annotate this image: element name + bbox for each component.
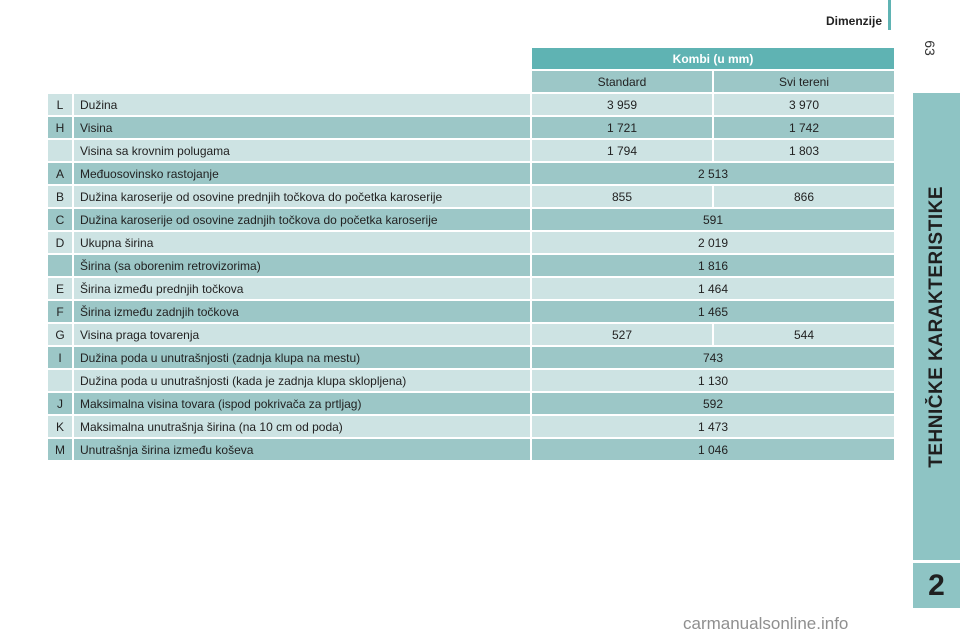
row-value: 3 970 [714, 94, 895, 115]
row-value: 527 [532, 324, 712, 345]
row-value: 544 [714, 324, 895, 345]
row-label: Dužina [74, 94, 530, 115]
row-value: 1 464 [532, 278, 895, 299]
row-code: H [48, 117, 72, 138]
column-header-all-terrain: Svi tereni [714, 71, 895, 92]
watermark: carmanualsonline.info [683, 614, 849, 633]
row-label: Međuosovinsko rastojanje [74, 163, 530, 184]
table-row: B Dužina karoserije od osovine prednjih t… [48, 186, 895, 207]
row-label: Maksimalna visina tovara (ispod pokrivač… [74, 393, 530, 414]
row-value: 1 130 [532, 370, 895, 391]
row-label: Visina [74, 117, 530, 138]
row-label: Širina (sa oborenim retrovizorima) [74, 255, 530, 276]
row-value: 1 803 [714, 140, 895, 161]
row-value: 1 046 [532, 439, 895, 460]
row-code: D [48, 232, 72, 253]
chapter-title: TEHNIČKE KARAKTERISTIKE [925, 185, 947, 468]
header-accent-bar [888, 0, 891, 30]
row-code: G [48, 324, 72, 345]
row-code: I [48, 347, 72, 368]
row-code [48, 370, 72, 391]
row-label: Širina između prednjih točkova [74, 278, 530, 299]
row-code: C [48, 209, 72, 230]
row-label: Visina praga tovarenja [74, 324, 530, 345]
table-row: Dužina poda u unutrašnjosti (kada je zad… [48, 370, 895, 391]
table-row: Širina (sa oborenim retrovizorima) 1 816 [48, 255, 895, 276]
row-label: Maksimalna unutrašnja širina (na 10 cm o… [74, 416, 530, 437]
row-code: K [48, 416, 72, 437]
row-value: 592 [532, 393, 895, 414]
table-row: K Maksimalna unutrašnja širina (na 10 cm … [48, 416, 895, 437]
table-row: L Dužina 3 959 3 970 [48, 94, 895, 115]
dimensions-table: Kombi (u mm) Standard Svi tereni L Dužina… [46, 46, 896, 462]
row-value: 1 794 [532, 140, 712, 161]
row-code: B [48, 186, 72, 207]
row-code [48, 255, 72, 276]
row-code: M [48, 439, 72, 460]
table-row: Visina sa krovnim polugama 1 794 1 803 [48, 140, 895, 161]
table-row: M Unutrašnja širina između koševa 1 046 [48, 439, 895, 460]
row-label: Širina između zadnjih točkova [74, 301, 530, 322]
row-value: 2 513 [532, 163, 895, 184]
row-value: 1 721 [532, 117, 712, 138]
row-value: 1 816 [532, 255, 895, 276]
row-code: F [48, 301, 72, 322]
row-code: L [48, 94, 72, 115]
row-label: Unutrašnja širina između koševa [74, 439, 530, 460]
chapter-side-tab-label-wrap: TEHNIČKE KARAKTERISTIKE [913, 93, 960, 560]
table-row: H Visina 1 721 1 742 [48, 117, 895, 138]
row-code: J [48, 393, 72, 414]
row-value: 2 019 [532, 232, 895, 253]
page-number: 63 [922, 40, 938, 56]
table-row: D Ukupna širina 2 019 [48, 232, 895, 253]
row-label: Dužina poda u unutrašnjosti (zadnja klup… [74, 347, 530, 368]
row-value: 1 742 [714, 117, 895, 138]
row-code: A [48, 163, 72, 184]
row-code: E [48, 278, 72, 299]
table-row: I Dužina poda u unutrašnjosti (zadnja klu… [48, 347, 895, 368]
row-code [48, 140, 72, 161]
row-value: 1 465 [532, 301, 895, 322]
row-label: Dužina poda u unutrašnjosti (kada je zad… [74, 370, 530, 391]
table-row: C Dužina karoserije od osovine zadnjih to… [48, 209, 895, 230]
row-label: Visina sa krovnim polugama [74, 140, 530, 161]
row-value: 743 [532, 347, 895, 368]
table-row: E Širina između prednjih točkova 1 464 [48, 278, 895, 299]
row-value: 855 [532, 186, 712, 207]
row-value: 866 [714, 186, 895, 207]
chapter-side-tab [913, 93, 960, 560]
table-row: G Visina praga tovarenja 527 544 [48, 324, 895, 345]
row-label: Dužina karoserije od osovine zadnjih toč… [74, 209, 530, 230]
row-value: 3 959 [532, 94, 712, 115]
section-title: Dimenzije [825, 14, 882, 28]
table-body: L Dužina 3 959 3 970 H Visina 1 721 1 742 Visina… [48, 94, 895, 460]
table-row: F Širina između zadnjih točkova 1 465 [48, 301, 895, 322]
row-label: Dužina karoserije od osovine prednjih to… [74, 186, 530, 207]
row-value: 1 473 [532, 416, 895, 437]
table-row: J Maksimalna visina tovara (ispod pokriva… [48, 393, 895, 414]
column-header-standard: Standard [532, 71, 712, 92]
row-label: Ukupna širina [74, 232, 530, 253]
table-row: A Međuosovinsko rastojanje 2 513 [48, 163, 895, 184]
row-value: 591 [532, 209, 895, 230]
chapter-number: 2 [913, 563, 960, 608]
table-group-header: Kombi (u mm) [532, 48, 895, 69]
